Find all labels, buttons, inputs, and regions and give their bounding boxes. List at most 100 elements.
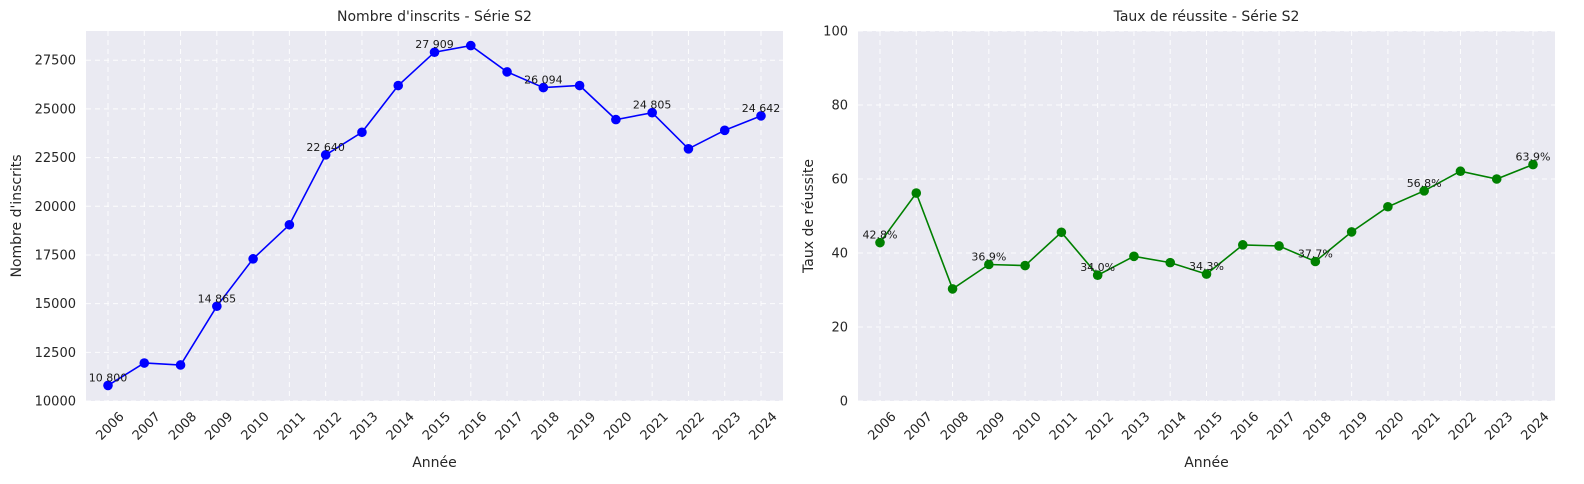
x-tick-label: 2018: [529, 410, 563, 444]
data-point: [1165, 257, 1176, 268]
data-point: [1419, 186, 1429, 196]
x-tick-label: 2013: [1119, 410, 1153, 444]
x-tick-label: 2006: [94, 410, 128, 444]
data-point: [139, 358, 150, 368]
x-tick-label: 2023: [710, 410, 744, 444]
x-tick-label: 2006: [866, 410, 900, 444]
data-point: [911, 188, 922, 198]
x-tick-label: 2019: [1337, 410, 1371, 444]
x-tick-label: 2009: [202, 410, 236, 444]
y-tick-label: 27500: [35, 54, 76, 69]
data-point: [1201, 269, 1212, 279]
grid-lines: [858, 30, 1555, 402]
data-label: 56.8%: [1407, 177, 1442, 190]
y-tick-label: 20: [831, 321, 848, 336]
x-tick-label: 2007: [902, 410, 936, 444]
data-label: 22 640: [306, 141, 345, 154]
x-axis-label: Année: [1184, 455, 1229, 471]
data-label: 14 865: [198, 292, 237, 305]
x-tick-label: 2022: [1446, 410, 1480, 444]
x-tick-labels: 2006 2007 2008 2009 2010 2011 2012 2013 2014 2015…: [94, 410, 781, 444]
x-tick-label: 2023: [1482, 410, 1516, 444]
x-tick-labels: 2006 2007 2008 2009 2010 2011 2012 2013 2014 2015…: [866, 410, 1553, 444]
data-point: [212, 301, 222, 312]
x-tick-label: 2014: [1156, 410, 1190, 444]
data-point: [947, 284, 958, 294]
grid-lines: [86, 31, 783, 402]
y-axis-label: Nombre d'inscrits: [9, 155, 25, 278]
data-point: [429, 47, 440, 58]
x-tick-label: 2018: [1301, 410, 1335, 444]
data-point: [756, 111, 766, 121]
x-tick-label: 2007: [130, 410, 164, 444]
series-markers: [103, 40, 766, 391]
data-point: [611, 114, 621, 125]
x-tick-label: 2016: [456, 410, 490, 444]
data-point: [875, 237, 885, 248]
x-tick-label: 2020: [601, 410, 635, 444]
x-tick-label: 2024: [747, 410, 781, 444]
data-label: 24 642: [742, 102, 781, 115]
y-tick-labels: 0 20 40 60 80 100: [823, 25, 848, 410]
data-point: [1129, 251, 1139, 262]
data-point: [1092, 270, 1103, 281]
y-tick-label: 80: [831, 99, 848, 114]
data-label: 26 094: [524, 74, 563, 87]
data-point: [103, 380, 113, 391]
chart-title: Taux de réussite - Série S2: [1113, 9, 1300, 25]
data-labels: 42.8% 36.9% 34.0% 34.3% 37.7% 56.8% 63.9%: [863, 151, 1551, 275]
x-tick-label: 2011: [275, 410, 309, 444]
x-tick-label: 2009: [974, 410, 1008, 444]
data-point: [357, 127, 367, 138]
x-tick-label: 2021: [1410, 410, 1444, 444]
x-tick-label: 2011: [1047, 410, 1081, 444]
data-point: [1056, 227, 1067, 238]
data-point: [719, 125, 730, 136]
data-point: [538, 82, 549, 93]
x-tick-label: 2019: [565, 410, 599, 444]
data-point: [1528, 159, 1538, 170]
x-tick-label: 2008: [166, 410, 200, 444]
x-tick-label: 2012: [1083, 410, 1117, 444]
y-tick-labels: 10000 12500 15000 17500 20000 22500 25000 27500: [35, 54, 76, 410]
x-tick-label: 2024: [1519, 410, 1553, 444]
x-tick-label: 2014: [384, 410, 418, 444]
y-tick-label: 10000: [35, 395, 76, 410]
data-point: [393, 80, 404, 91]
y-tick-label: 20000: [35, 200, 76, 215]
data-point: [1237, 240, 1248, 250]
y-tick-label: 22500: [35, 151, 76, 166]
data-point: [1346, 227, 1357, 237]
y-tick-label: 25000: [35, 102, 76, 117]
data-point: [1491, 174, 1502, 184]
chart-title: Nombre d'inscrits - Série S2: [337, 9, 532, 25]
x-tick-label: 2013: [347, 410, 381, 444]
data-label: 63.9%: [1516, 151, 1551, 164]
y-tick-label: 100: [823, 25, 848, 40]
data-label: 10 800: [89, 371, 128, 384]
x-tick-label: 2010: [239, 410, 273, 444]
data-point: [1310, 256, 1321, 267]
data-point: [1020, 260, 1030, 271]
data-point: [1455, 166, 1466, 177]
data-point: [683, 144, 694, 154]
data-label: 36.9%: [971, 250, 1006, 263]
y-tick-label: 12500: [35, 346, 76, 361]
x-axis-label: Année: [412, 455, 457, 471]
x-tick-label: 2017: [493, 410, 527, 444]
data-label: 34.0%: [1080, 261, 1115, 274]
chart-inscrits: 10000 12500 15000 17500 20000 22500 25000 27500…: [9, 9, 783, 471]
data-label: 34.3%: [1189, 260, 1224, 273]
data-point: [574, 80, 585, 91]
y-tick-label: 0: [840, 395, 848, 410]
y-tick-label: 17500: [35, 248, 76, 263]
data-point: [248, 254, 258, 264]
x-tick-label: 2021: [638, 410, 672, 444]
data-point: [1274, 241, 1284, 251]
x-tick-label: 2016: [1228, 410, 1262, 444]
data-point: [502, 67, 512, 77]
y-tick-label: 60: [831, 173, 848, 188]
data-label: 27 909: [415, 38, 454, 51]
